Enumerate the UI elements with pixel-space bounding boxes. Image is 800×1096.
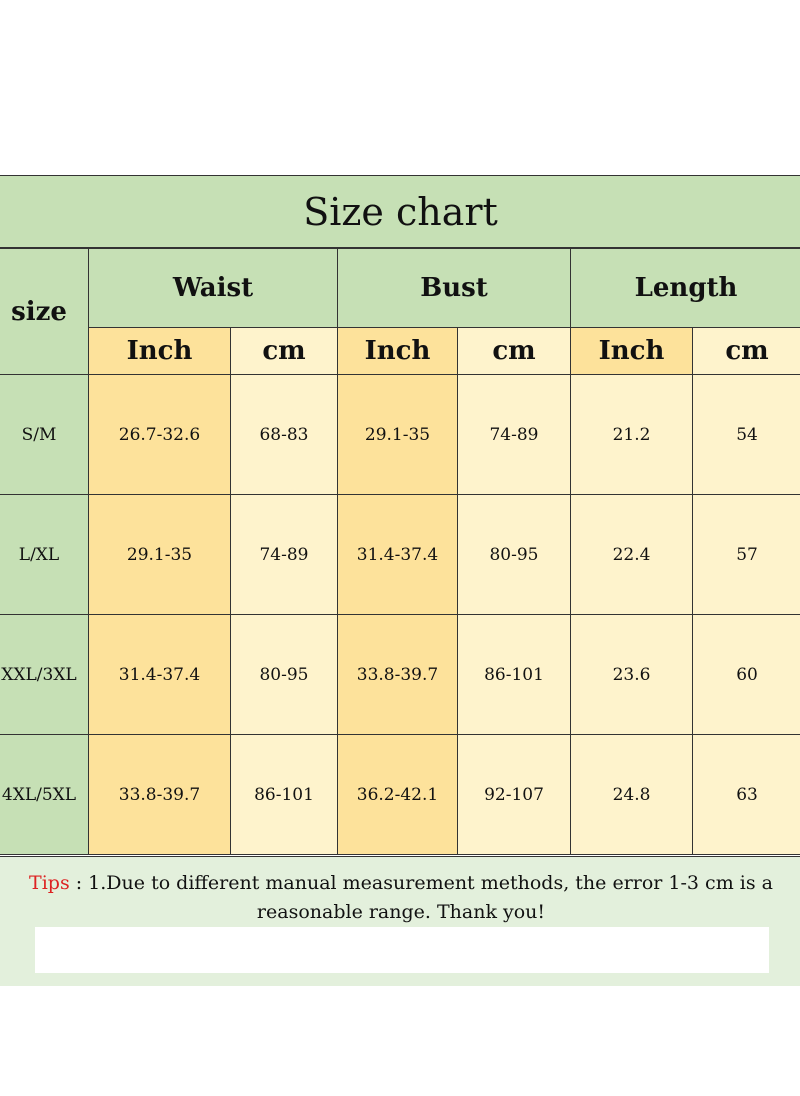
length-inch-value: 24.8 — [570, 734, 693, 855]
waist-inch-value: 33.8-39.7 — [88, 734, 231, 855]
bust-inch-header: Inch — [337, 327, 458, 375]
tips-panel: Tips : 1.Due to different manual measure… — [0, 856, 800, 986]
bust-cm-value: 86-101 — [457, 614, 571, 735]
length-cm-value: 57 — [691, 494, 800, 615]
chart-title-bar: Size chart — [0, 176, 800, 248]
bust-inch-value: 31.4-37.4 — [337, 494, 458, 615]
table-row: S/M 26.7-32.6 68-83 29.1-35 74-89 21.2 5… — [0, 374, 800, 495]
length-inch-value: 23.6 — [570, 614, 693, 735]
length-inch-value: 22.4 — [570, 494, 693, 615]
size-header: size — [0, 248, 89, 375]
waist-inch-value: 29.1-35 — [88, 494, 231, 615]
waist-cm-header: cm — [230, 327, 338, 375]
length-cm-value: 54 — [691, 374, 800, 495]
table-row: XXL/3XL 31.4-37.4 80-95 33.8-39.7 86-101… — [0, 614, 800, 735]
length-cm-value: 60 — [691, 614, 800, 735]
waist-header: Waist — [88, 248, 338, 328]
waist-cm-value: 68-83 — [230, 374, 338, 495]
table-row: 4XL/5XL 33.8-39.7 86-101 36.2-42.1 92-10… — [0, 734, 800, 855]
tips-text: Tips : 1.Due to different manual measure… — [1, 869, 800, 927]
bust-inch-value: 36.2-42.1 — [337, 734, 458, 855]
size-label: XXL/3XL — [0, 614, 89, 735]
length-inch-header: Inch — [570, 327, 693, 375]
tips-message: : 1.Due to different manual measurement … — [69, 872, 773, 923]
length-cm-header: cm — [691, 327, 800, 375]
length-cm-value: 63 — [691, 734, 800, 855]
bust-inch-value: 33.8-39.7 — [337, 614, 458, 735]
waist-cm-value: 74-89 — [230, 494, 338, 615]
waist-inch-value: 26.7-32.6 — [88, 374, 231, 495]
size-table: size Waist Bust Length Inch cm Inch cm I… — [0, 248, 800, 855]
header-unit-row: Inch cm Inch cm Inch cm — [0, 327, 800, 375]
bust-cm-header: cm — [457, 327, 571, 375]
chart-title: Size chart — [303, 189, 498, 234]
waist-cm-value: 80-95 — [230, 614, 338, 735]
bust-cm-value: 92-107 — [457, 734, 571, 855]
waist-cm-value: 86-101 — [230, 734, 338, 855]
tips-label: Tips — [29, 872, 70, 894]
size-label: L/XL — [0, 494, 89, 615]
bust-cm-value: 80-95 — [457, 494, 571, 615]
table-row: L/XL 29.1-35 74-89 31.4-37.4 80-95 22.4 … — [0, 494, 800, 615]
bust-header: Bust — [337, 248, 571, 328]
size-label: S/M — [0, 374, 89, 495]
size-label: 4XL/5XL — [0, 734, 89, 855]
bust-inch-value: 29.1-35 — [337, 374, 458, 495]
size-chart: Size chart size Waist Bust Length Inch c… — [0, 175, 800, 986]
waist-inch-value: 31.4-37.4 — [88, 614, 231, 735]
waist-inch-header: Inch — [88, 327, 231, 375]
header-group-row: size Waist Bust Length — [0, 248, 800, 375]
length-inch-value: 21.2 — [570, 374, 693, 495]
bust-cm-value: 74-89 — [457, 374, 571, 495]
length-header: Length — [569, 248, 800, 328]
tips-blank-box — [35, 927, 769, 973]
